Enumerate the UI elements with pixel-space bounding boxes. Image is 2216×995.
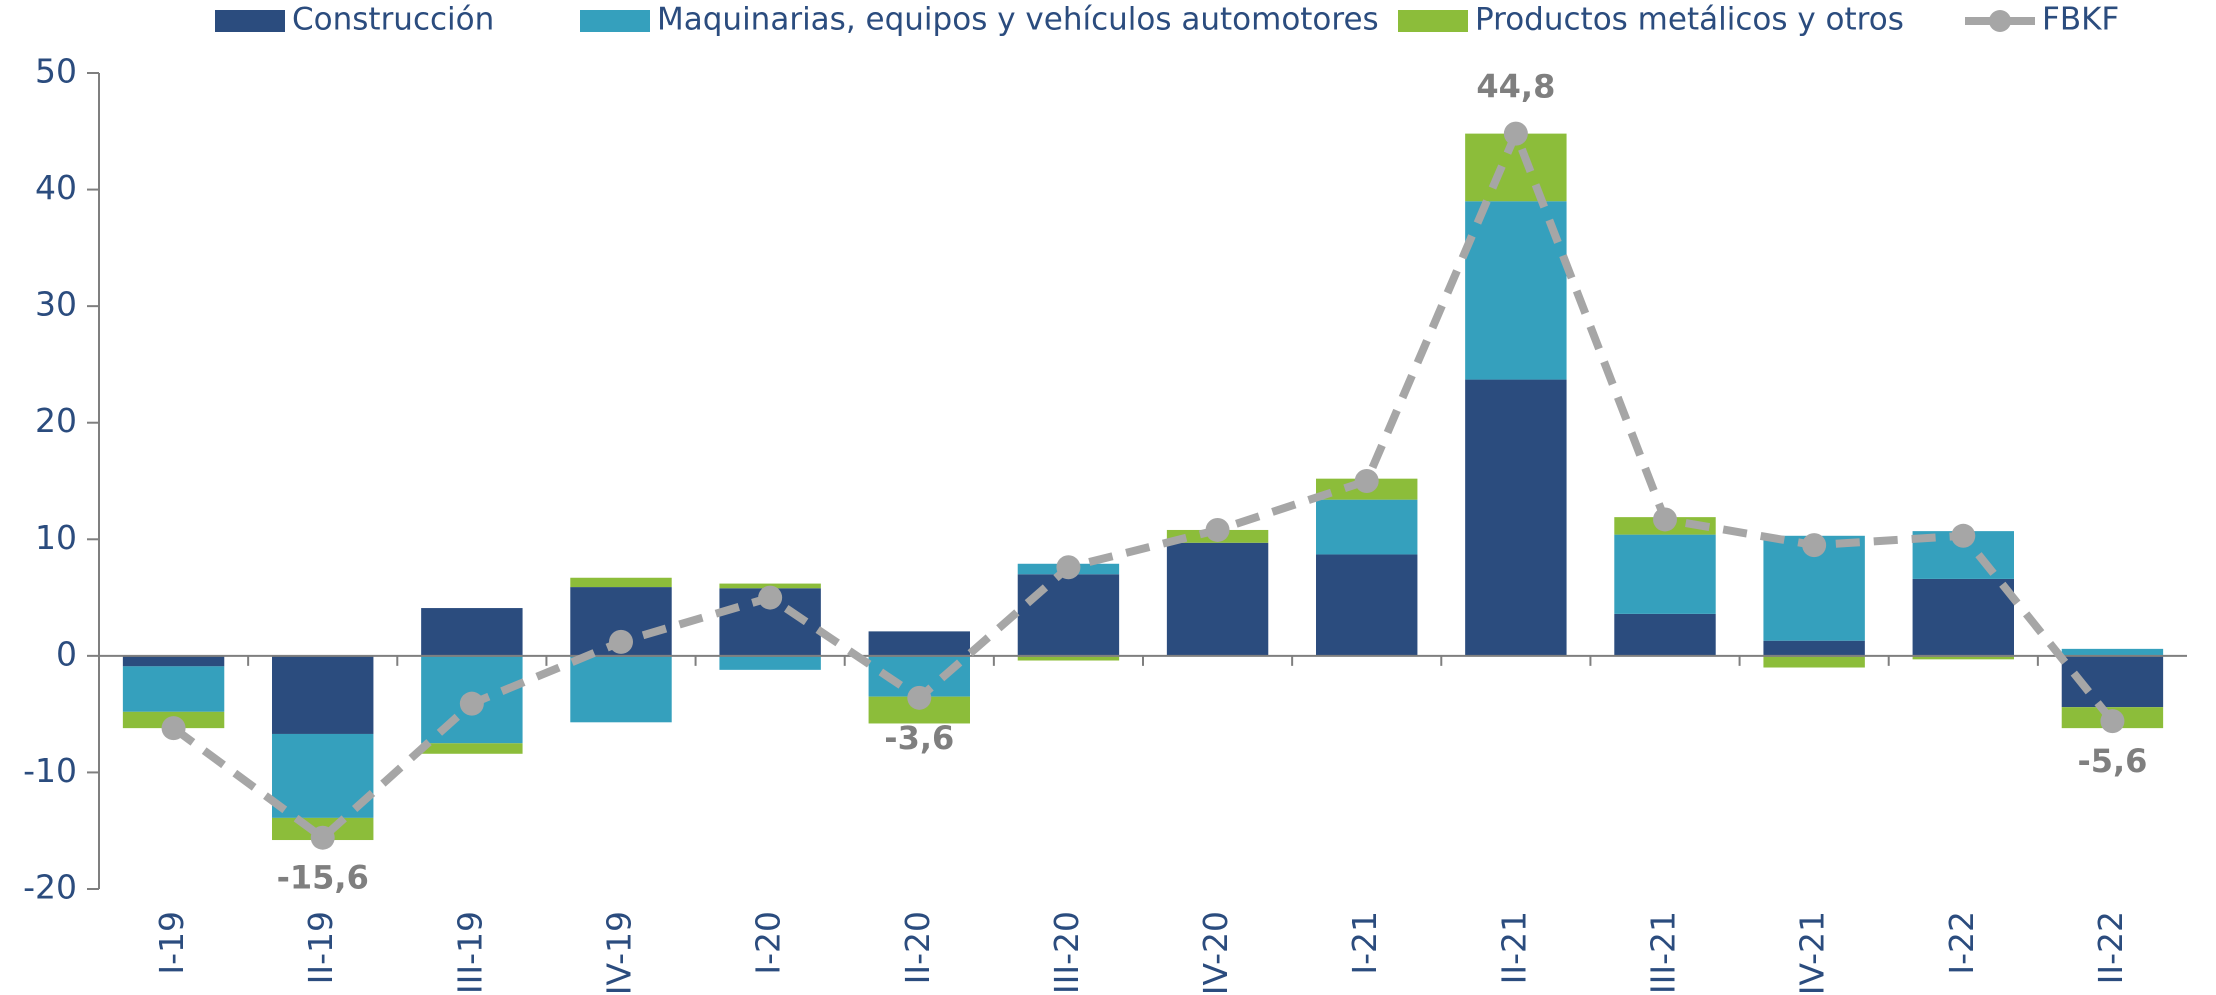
bar <box>1763 640 1865 656</box>
y-tick-label: 10 <box>35 518 77 557</box>
point <box>907 685 932 710</box>
bar <box>421 743 523 754</box>
point <box>310 825 335 850</box>
legend-swatch <box>1989 10 2011 32</box>
bar <box>2061 648 2164 656</box>
x-tick-label: III-21 <box>1644 911 1683 994</box>
y-tick-label: 20 <box>35 401 77 440</box>
bar <box>570 577 672 588</box>
data-label: -3,6 <box>884 719 954 757</box>
y-tick-label: 40 <box>35 168 77 207</box>
point <box>1951 523 1976 548</box>
x-tick-label: III-19 <box>450 911 489 994</box>
x-tick-label: I-21 <box>1345 911 1384 975</box>
y-tick-label: -20 <box>23 868 77 907</box>
point <box>1802 533 1827 558</box>
bar <box>122 666 225 712</box>
data-label: 44,8 <box>1476 68 1555 106</box>
x-tick-label: II-22 <box>2091 911 2130 984</box>
bar <box>1614 534 1716 614</box>
x-tick-label: IV-19 <box>600 911 639 995</box>
point <box>609 629 633 654</box>
legend-label: Construcción <box>292 2 494 38</box>
line <box>171 129 2116 842</box>
bar <box>1912 655 2014 660</box>
bar <box>868 631 970 656</box>
data-label: -5,6 <box>2077 742 2147 780</box>
point <box>2100 709 2125 734</box>
point <box>1056 555 1081 580</box>
x-tick-label: III-20 <box>1047 911 1086 994</box>
bar <box>719 655 821 670</box>
legend-swatch <box>580 10 650 32</box>
bar <box>1316 499 1418 555</box>
x-tick-label: I-20 <box>749 911 788 975</box>
x-tick-label: II-20 <box>898 911 937 984</box>
y-tick-label: -10 <box>23 751 77 790</box>
x-tick-label: II-19 <box>301 911 340 984</box>
point <box>1354 469 1379 493</box>
legend-label: Maquinarias, equipos y vehículos automot… <box>657 2 1379 38</box>
bar <box>1316 554 1418 656</box>
legend-swatch <box>215 10 285 32</box>
bar <box>1017 655 1120 661</box>
y-tick-label: 50 <box>35 52 77 91</box>
bar <box>1465 379 1567 656</box>
bar <box>1763 655 1865 668</box>
bar <box>1912 578 2014 656</box>
point <box>758 585 783 610</box>
bar <box>1614 613 1716 656</box>
point <box>1205 517 1230 542</box>
point <box>459 691 484 716</box>
bar <box>1017 574 1120 656</box>
bar <box>272 655 374 734</box>
legend-label: FBKF <box>2042 2 2119 38</box>
x-tick-label: IV-21 <box>1793 911 1832 995</box>
bar <box>1166 542 1269 656</box>
legend-label: Productos metálicos y otros <box>1475 2 1904 38</box>
point <box>161 716 186 741</box>
x-tick-label: IV-20 <box>1196 911 1235 995</box>
data-label: -15,6 <box>277 859 369 897</box>
point <box>1653 507 1677 532</box>
x-tick-label: I-22 <box>1942 911 1981 975</box>
bar <box>421 608 523 656</box>
legend-swatch <box>1398 10 1468 32</box>
bar <box>570 655 672 723</box>
x-tick-label: I-19 <box>152 911 191 975</box>
y-tick-label: 0 <box>56 634 77 673</box>
y-tick-label: 30 <box>35 285 77 324</box>
bar <box>122 655 225 667</box>
x-tick-label: II-21 <box>1494 911 1533 984</box>
point <box>1503 121 1528 146</box>
